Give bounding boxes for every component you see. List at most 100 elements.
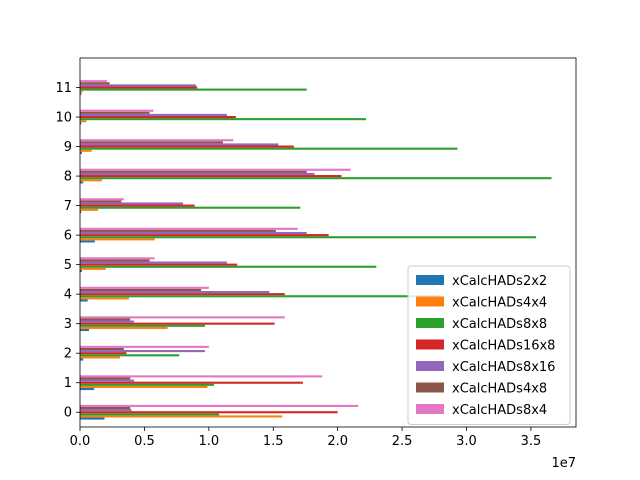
x-tick-label: 3.5 bbox=[521, 434, 542, 449]
legend-label-xCalcHADs2x2: xCalcHADs2x2 bbox=[452, 274, 547, 289]
bar-xCalcHADs16x8-9 bbox=[80, 145, 294, 148]
bar-xCalcHADs8x8-8 bbox=[80, 177, 552, 180]
bar-xCalcHADs8x16-0 bbox=[80, 409, 132, 412]
bar-xCalcHADs4x8-9 bbox=[80, 141, 224, 144]
bar-xCalcHADs4x4-9 bbox=[80, 149, 92, 152]
legend-label-xCalcHADs16x8: xCalcHADs16x8 bbox=[452, 339, 555, 354]
bar-xCalcHADs8x4-5 bbox=[80, 257, 155, 260]
bar-xCalcHADs8x4-9 bbox=[80, 139, 234, 142]
bars-group bbox=[80, 80, 552, 420]
bar-xCalcHADs16x8-11 bbox=[80, 86, 198, 89]
bar-xCalcHADs4x8-3 bbox=[80, 318, 131, 321]
bar-xCalcHADs8x4-4 bbox=[80, 286, 209, 289]
bar-xCalcHADs4x8-0 bbox=[80, 406, 131, 410]
y-tick-label: 8 bbox=[64, 170, 72, 185]
bar-xCalcHADs4x8-5 bbox=[80, 259, 150, 262]
bar-xCalcHADs8x16-8 bbox=[80, 172, 315, 176]
axes-group: 0.0 0.5 1.0 1.5 2.0 2.5 3.0 3.5 1e7 0 1 2 3 4 5 6 7 8 9 10 1… bbox=[55, 57, 577, 471]
legend-swatch-xCalcHADs4x4 bbox=[416, 296, 444, 307]
y-tick-label: 6 bbox=[64, 229, 72, 244]
bar-xCalcHADs8x4-2 bbox=[80, 345, 209, 348]
bar-xCalcHADs4x4-10 bbox=[80, 120, 87, 123]
plot-frame bbox=[79, 57, 577, 428]
bar-xCalcHADs2x2-6 bbox=[80, 240, 95, 243]
bar-xCalcHADs8x4-8 bbox=[80, 168, 351, 171]
legend-swatch-xCalcHADs8x16 bbox=[416, 361, 444, 371]
bar-xCalcHADs16x8-2 bbox=[80, 352, 127, 355]
x-tick-label: 0.5 bbox=[134, 434, 155, 449]
x-tick-label: 3.0 bbox=[456, 434, 477, 449]
x-axis-offset-label: 1e7 bbox=[551, 456, 576, 471]
legend-label-xCalcHADs4x4: xCalcHADs4x4 bbox=[452, 296, 547, 311]
bar-xCalcHADs4x8-11 bbox=[80, 82, 110, 85]
y-tick-label: 0 bbox=[64, 406, 72, 421]
bar-xCalcHADs2x2-9 bbox=[80, 151, 82, 154]
bar-xCalcHADs4x4-4 bbox=[80, 297, 129, 300]
legend-label-xCalcHADs4x8: xCalcHADs4x8 bbox=[452, 382, 547, 397]
bar-xCalcHADs8x8-9 bbox=[80, 147, 458, 150]
bar-xCalcHADs4x4-6 bbox=[80, 238, 155, 241]
bar-xCalcHADs8x8-7 bbox=[80, 206, 301, 209]
legend: xCalcHADs2x2 xCalcHADs4x4 xCalcHADs8x8 xCal… bbox=[407, 265, 571, 425]
y-tick-label: 11 bbox=[55, 81, 72, 96]
bar-xCalcHADs16x8-4 bbox=[80, 293, 285, 296]
bar-xCalcHADs8x8-3 bbox=[80, 324, 205, 327]
y-tick-label: 10 bbox=[55, 111, 72, 126]
bar-xCalcHADs8x16-11 bbox=[80, 84, 196, 87]
bar-xCalcHADs16x8-10 bbox=[80, 115, 236, 119]
bar-xCalcHADs8x4-10 bbox=[80, 109, 154, 112]
bar-xCalcHADs4x4-11 bbox=[80, 90, 83, 93]
bar-xCalcHADs16x8-1 bbox=[80, 381, 303, 384]
y-tick-label: 1 bbox=[64, 376, 72, 391]
bar-xCalcHADs8x4-1 bbox=[80, 375, 323, 378]
bar-xCalcHADs8x4-6 bbox=[80, 227, 298, 230]
bar-xCalcHADs8x4-3 bbox=[80, 316, 285, 319]
bar-xCalcHADs16x8-0 bbox=[80, 411, 338, 414]
bar-xCalcHADs8x8-5 bbox=[80, 265, 377, 268]
bar-xCalcHADs8x16-9 bbox=[80, 143, 279, 146]
x-tick-label: 1.0 bbox=[198, 434, 219, 449]
bar-xCalcHADs8x16-5 bbox=[80, 261, 227, 264]
bar-xCalcHADs8x16-6 bbox=[80, 231, 307, 235]
bar-xCalcHADs2x2-1 bbox=[80, 387, 95, 391]
y-tick-label: 3 bbox=[64, 317, 72, 332]
y-tick-label: 7 bbox=[64, 199, 72, 214]
bar-xCalcHADs2x2-8 bbox=[80, 181, 84, 184]
bar-xCalcHADs2x2-5 bbox=[80, 269, 82, 273]
bar-xCalcHADs16x8-8 bbox=[80, 175, 342, 178]
x-tick-label: 2.5 bbox=[392, 434, 413, 449]
bar-xCalcHADs4x8-8 bbox=[80, 170, 307, 173]
y-tick-label: 4 bbox=[64, 288, 72, 303]
bar-xCalcHADs8x16-2 bbox=[80, 350, 205, 353]
bar-xCalcHADs8x4-7 bbox=[80, 198, 124, 201]
y-tick-label: 2 bbox=[64, 347, 72, 362]
bar-xCalcHADs8x16-3 bbox=[80, 320, 135, 323]
legend-swatch-xCalcHADs8x8 bbox=[416, 318, 444, 328]
legend-label-xCalcHADs8x8: xCalcHADs8x8 bbox=[452, 317, 547, 332]
bar-xCalcHADs2x2-3 bbox=[80, 328, 90, 332]
bar-xCalcHADs2x2-10 bbox=[80, 122, 82, 125]
bar-xCalcHADs2x2-4 bbox=[80, 299, 88, 302]
bar-xCalcHADs2x2-0 bbox=[80, 417, 105, 420]
bar-xCalcHADs16x8-3 bbox=[80, 322, 275, 325]
bar-xCalcHADs4x4-8 bbox=[80, 179, 102, 182]
bar-xCalcHADs16x8-5 bbox=[80, 263, 238, 266]
bar-xCalcHADs8x8-6 bbox=[80, 236, 537, 239]
legend-swatch-xCalcHADs4x8 bbox=[416, 382, 444, 393]
bar-xCalcHADs8x16-10 bbox=[80, 113, 227, 116]
bar-xCalcHADs8x4-0 bbox=[80, 404, 359, 407]
bar-xCalcHADs8x8-0 bbox=[80, 413, 220, 416]
bar-xCalcHADs8x16-7 bbox=[80, 202, 184, 205]
bar-xCalcHADs2x2-7 bbox=[80, 210, 82, 213]
bar-xCalcHADs4x8-2 bbox=[80, 347, 124, 351]
legend-label-xCalcHADs8x4: xCalcHADs8x4 bbox=[452, 403, 547, 418]
bar-xCalcHADs2x2-2 bbox=[80, 358, 84, 361]
bar-xCalcHADs8x4-11 bbox=[80, 80, 108, 83]
bar-xCalcHADs4x4-2 bbox=[80, 356, 120, 359]
bar-xCalcHADs4x8-7 bbox=[80, 200, 122, 203]
bar-xCalcHADs4x8-4 bbox=[80, 288, 202, 291]
bar-xCalcHADs8x8-4 bbox=[80, 295, 441, 298]
bar-xCalcHADs8x16-4 bbox=[80, 290, 270, 294]
legend-box bbox=[407, 265, 571, 425]
